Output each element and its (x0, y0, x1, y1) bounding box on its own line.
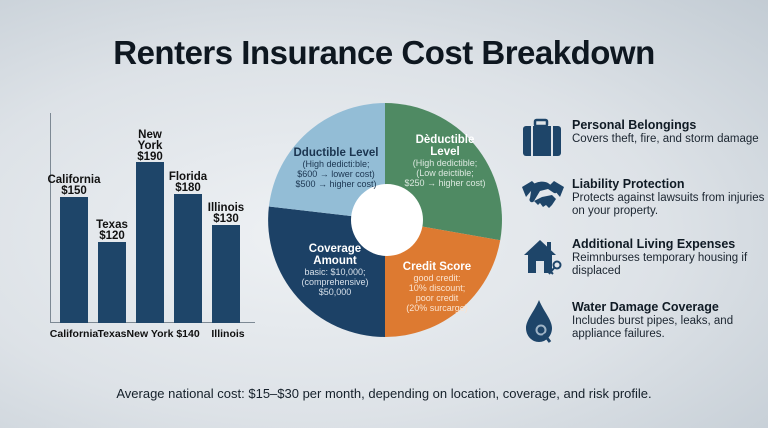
bar-california (60, 197, 88, 323)
page-title: Renters Insurance Cost Breakdown (113, 34, 655, 71)
slice-coverage-amount (268, 206, 385, 337)
handshake-icon (522, 177, 564, 217)
label-deductible-green: Dèductible Level (High dedictible; (Low … (404, 134, 486, 188)
x-tick-new-york: New York (126, 328, 174, 340)
y-axis (50, 113, 51, 323)
briefcase-icon (522, 118, 562, 158)
bar-label-new-york: New York $190 (137, 129, 163, 163)
feature-description: Includes burst pipes, leaks, and applian… (572, 315, 734, 340)
state-cost-bar-chart: California $150 Texas $120 New York $190 Flo… (0, 100, 270, 350)
bar-new-york (136, 162, 164, 323)
cost-factors-donut-chart: Dductible Level (High dedicti:ble; $600 … (268, 103, 502, 337)
slice-credit-score (385, 220, 501, 337)
bar-florida (174, 194, 202, 323)
x-tick-illinois: Illinois (211, 328, 245, 340)
donut-hole (351, 184, 423, 256)
bar-label-texas: Texas $120 (96, 219, 128, 242)
donut-svg (268, 103, 502, 337)
label-deductible-light: Dductible Level (High dedicti:ble; $600 … (293, 147, 379, 189)
label-credit-score: Credit Score good credit: 10% discount; … (402, 261, 472, 313)
feature-description: Reimnburses temporary housing if displac… (572, 252, 748, 277)
bar-label-florida: Florida $180 (168, 171, 208, 194)
feature-description: Protects against lawsuits from injuries … (572, 192, 765, 217)
label-coverage-amount: Coverage Amount basic: $10,000; (compreh… (301, 243, 369, 297)
feature-title: Liability Protection (572, 177, 685, 191)
feature-title: Personal Belongings (572, 118, 697, 132)
feature-title: Water Damage Coverage (572, 300, 719, 314)
feature-description: Covers theft, fire, and storm damage (572, 133, 759, 145)
water-drop-icon (522, 300, 562, 343)
bar-illinois (212, 225, 240, 323)
bar-label-illinois: Illinois $130 (207, 202, 245, 225)
feature-title: Additional Living Expenses (572, 237, 736, 251)
x-tick-texas: Texas (97, 328, 127, 340)
x-tick-florida: $140 (176, 328, 200, 340)
x-tick-california: California (49, 328, 99, 340)
bar-texas (98, 242, 126, 323)
footer-note: Average national cost: $15–$30 per month… (116, 386, 652, 401)
bar-label-california: California $150 (47, 174, 101, 197)
house-key-icon (522, 237, 562, 277)
slice-deductible-light (268, 103, 385, 220)
